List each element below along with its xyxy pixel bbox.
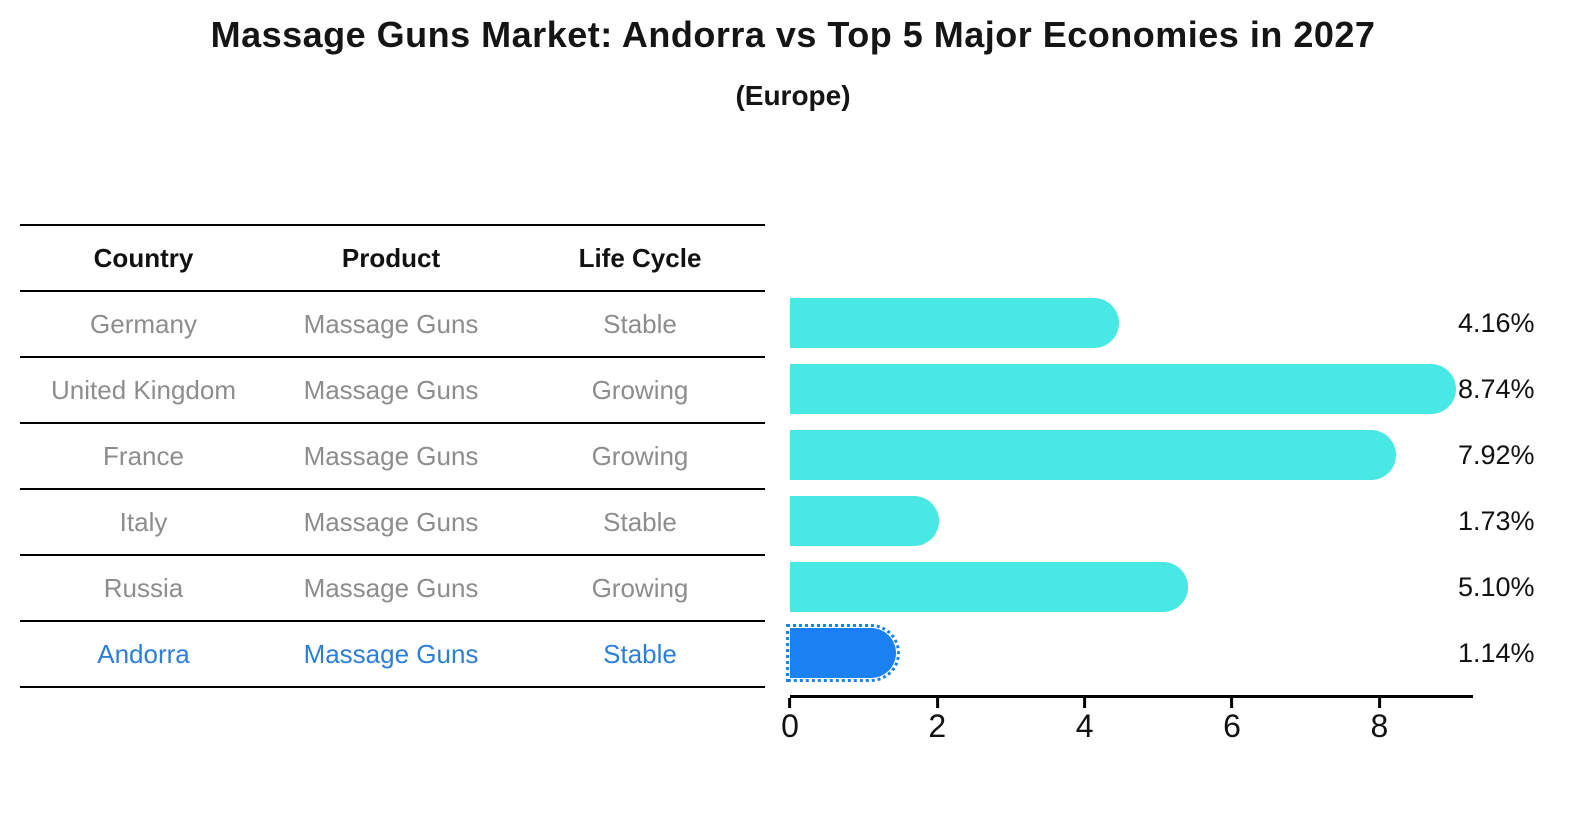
x-axis-ticks: 0 2 4 6 8 xyxy=(781,698,1473,758)
bar-france xyxy=(790,430,1396,480)
x-tick: 8 xyxy=(1370,698,1389,744)
bar-row xyxy=(790,356,1473,422)
bar-row xyxy=(790,554,1473,620)
value-label-germany: 4.16% xyxy=(1458,308,1535,338)
cell-product: Massage Guns xyxy=(303,572,479,603)
chart-subtitle: (Europe) xyxy=(735,80,851,111)
country-table: Country Product Life Cycle Germany Massa… xyxy=(20,224,765,688)
table-row-highlighted: Andorra Massage Guns Stable xyxy=(20,622,765,688)
cell-life-cycle: Stable xyxy=(603,638,677,669)
table-row: Germany Massage Guns Stable xyxy=(20,292,765,358)
value-label-united-kingdom: 8.74% xyxy=(1458,374,1535,404)
value-label-france: 7.92% xyxy=(1458,440,1535,470)
x-tick: 4 xyxy=(1076,698,1094,742)
value-label-column: 4.16% 8.74% 7.92% 1.73% 5.10% 1.14% xyxy=(1458,290,1583,686)
table-row: United Kingdom Massage Guns Growing xyxy=(20,358,765,424)
cell-country: Italy xyxy=(119,506,168,537)
table-row: Italy Massage Guns Stable xyxy=(20,490,765,556)
tick-mark xyxy=(1083,698,1087,708)
tick-label: 4 xyxy=(1075,708,1094,744)
table-row: Russia Massage Guns Growing xyxy=(20,556,765,622)
column-header-product: Product xyxy=(341,242,441,273)
x-tick: 2 xyxy=(928,698,946,742)
tick-mark xyxy=(1230,698,1234,708)
x-tick: 0 xyxy=(781,698,799,742)
bar-row xyxy=(786,620,1473,686)
tick-label: 8 xyxy=(1370,708,1389,744)
chart-title: Massage Guns Market: Andorra vs Top 5 Ma… xyxy=(210,14,1376,55)
cell-life-cycle: Stable xyxy=(603,308,677,339)
value-label-italy: 1.73% xyxy=(1458,506,1535,536)
tick-mark xyxy=(935,698,939,708)
tick-mark xyxy=(788,698,792,708)
cell-life-cycle: Stable xyxy=(603,506,677,537)
bar-row xyxy=(790,422,1473,488)
bar-chart xyxy=(786,290,1473,686)
cell-product: Massage Guns xyxy=(303,374,479,405)
tick-label: 6 xyxy=(1223,708,1241,744)
bar-andorra-highlighted xyxy=(786,624,900,682)
bar-italy xyxy=(790,496,940,546)
value-label-andorra: 1.14% xyxy=(1458,638,1535,668)
bar-russia xyxy=(790,562,1188,612)
x-tick: 6 xyxy=(1223,698,1241,742)
cell-country: France xyxy=(103,440,184,471)
bar-row xyxy=(790,290,1473,356)
cell-product: Massage Guns xyxy=(303,440,479,471)
cell-country: Russia xyxy=(103,572,184,603)
tick-mark xyxy=(1377,698,1381,708)
cell-country: United Kingdom xyxy=(51,374,236,405)
bar-germany xyxy=(790,298,1119,348)
tick-label: 2 xyxy=(928,708,947,744)
cell-product: Massage Guns xyxy=(303,308,479,339)
cell-life-cycle: Growing xyxy=(591,572,689,603)
cell-life-cycle: Growing xyxy=(591,374,689,405)
cell-life-cycle: Growing xyxy=(591,440,689,471)
bar-row xyxy=(790,488,1473,554)
cell-country: Andorra xyxy=(97,638,190,669)
column-header-life-cycle: Life Cycle xyxy=(578,242,702,273)
column-header-country: Country xyxy=(93,242,194,273)
bar-united-kingdom xyxy=(790,364,1456,414)
table-header-row: Country Product Life Cycle xyxy=(20,224,765,292)
x-axis-line xyxy=(790,695,1473,698)
cell-country: Germany xyxy=(90,308,197,339)
value-label-russia: 5.10% xyxy=(1458,572,1535,602)
table-row: France Massage Guns Growing xyxy=(20,424,765,490)
cell-product: Massage Guns xyxy=(303,638,479,669)
cell-product: Massage Guns xyxy=(303,506,479,537)
tick-label: 0 xyxy=(781,708,799,744)
